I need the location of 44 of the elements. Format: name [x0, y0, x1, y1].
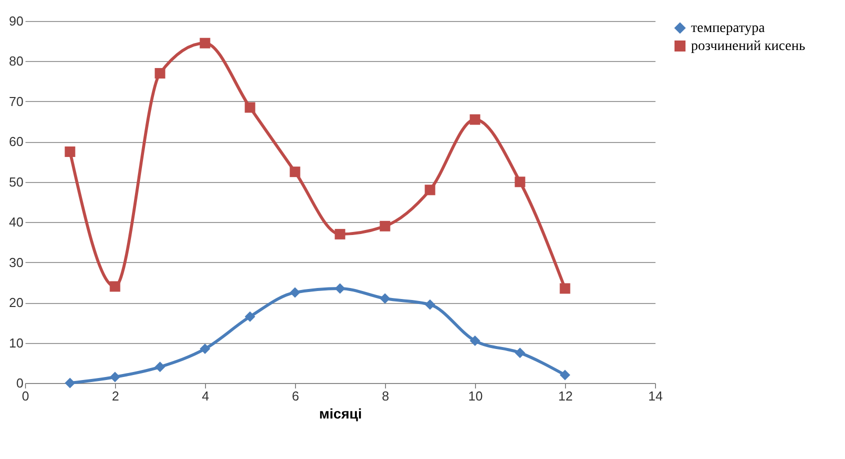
y-tick-label: 40	[9, 214, 24, 230]
point	[560, 370, 570, 380]
x-tick-label: 2	[112, 388, 120, 404]
legend-label: температура	[691, 21, 766, 36]
y-tick-label: 80	[9, 54, 24, 69]
y-tick-label: 0	[16, 376, 24, 390]
point	[154, 68, 166, 79]
point	[514, 176, 526, 188]
point	[290, 166, 300, 178]
point	[514, 348, 526, 358]
point	[424, 184, 436, 196]
point	[200, 344, 210, 354]
point	[470, 336, 480, 346]
y-tick-label: 60	[9, 134, 24, 150]
point	[380, 293, 390, 304]
y-tick-label: 50	[9, 174, 24, 190]
point	[110, 281, 120, 292]
y-tick-label: 10	[9, 335, 24, 350]
x-tick-label: 6	[292, 388, 300, 404]
point	[244, 311, 256, 322]
point	[64, 378, 76, 388]
y-tick-label: 20	[9, 295, 24, 310]
point	[244, 102, 256, 113]
point	[424, 299, 436, 310]
point	[154, 362, 166, 372]
y-tick-label: 70	[9, 94, 24, 109]
x-tick-label: 8	[382, 388, 390, 404]
legend-label: розчинений кисень	[691, 39, 806, 54]
point	[380, 220, 390, 232]
point	[334, 283, 346, 294]
x-tick-label: 10	[468, 388, 483, 404]
y-tick-label: 30	[9, 254, 24, 270]
y-tick-label: 90	[9, 14, 24, 28]
x-tick-label: 12	[558, 388, 573, 404]
point	[64, 146, 76, 157]
x-tick-label: 4	[202, 388, 210, 404]
point	[470, 114, 480, 125]
x-axis-title: місяці	[319, 406, 362, 422]
point	[290, 287, 300, 298]
x-tick-label: 14	[648, 388, 663, 404]
point	[200, 38, 210, 48]
point	[110, 372, 120, 382]
point	[334, 228, 346, 240]
point	[560, 283, 570, 294]
